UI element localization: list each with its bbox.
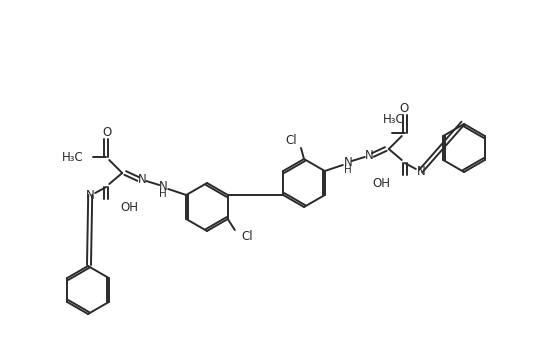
Text: N: N: [343, 156, 352, 168]
Text: OH: OH: [120, 201, 138, 213]
Text: N: N: [365, 149, 373, 162]
Text: O: O: [399, 102, 409, 114]
Text: H₃C: H₃C: [383, 113, 405, 126]
Text: N: N: [159, 180, 168, 193]
Text: H: H: [160, 189, 167, 199]
Text: OH: OH: [373, 176, 391, 189]
Text: N: N: [138, 172, 147, 185]
Text: H₃C: H₃C: [62, 150, 83, 163]
Text: Cl: Cl: [242, 230, 254, 243]
Text: H: H: [344, 165, 351, 175]
Text: N: N: [416, 165, 425, 177]
Text: O: O: [103, 126, 112, 139]
Text: Cl: Cl: [285, 134, 297, 147]
Text: N: N: [86, 189, 95, 202]
